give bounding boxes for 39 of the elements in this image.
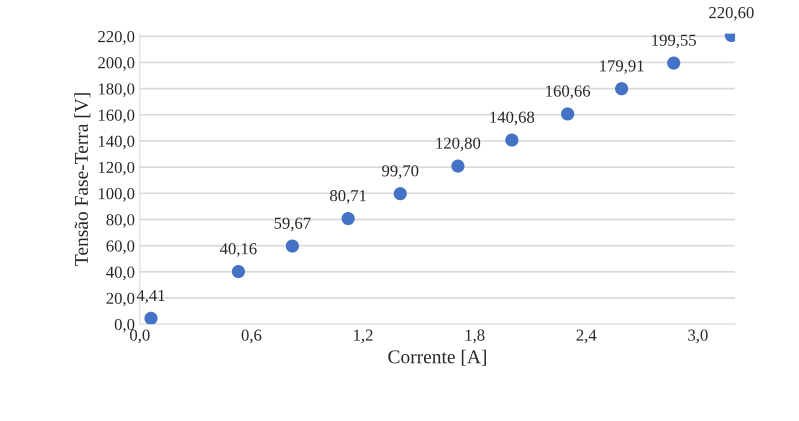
x-tick-label: 1,2 xyxy=(354,330,373,344)
point xyxy=(144,312,158,324)
y-tick-label: 40,0 xyxy=(106,266,134,280)
x-tick-label: 0,6 xyxy=(242,330,262,344)
y-tick-label: 120,0 xyxy=(98,162,134,176)
y-tick-label: 140,0 xyxy=(98,136,134,150)
x-axis-title: Corrente [A] xyxy=(388,350,486,366)
point xyxy=(342,212,355,226)
y-tick-label: 200,0 xyxy=(98,57,134,71)
data-label: 59,67 xyxy=(274,218,311,232)
data-label: 4,41 xyxy=(136,290,165,304)
x-tick-label: 2,4 xyxy=(576,330,596,344)
y-tick-label: 20,0 xyxy=(106,292,134,306)
x-tick-label: 3,0 xyxy=(688,330,708,344)
y-tick-label: 220,0 xyxy=(98,30,134,45)
data-label: 40,16 xyxy=(220,243,257,257)
point xyxy=(451,160,464,173)
y-tick-label: 160,0 xyxy=(98,110,134,124)
point xyxy=(667,56,680,70)
point xyxy=(232,265,245,278)
y-axis-title: Tensão Fase-Terra [V] xyxy=(74,93,90,266)
data-label: 80,71 xyxy=(330,190,366,204)
x-tick-label: 1,8 xyxy=(466,330,484,344)
data-label: 99,70 xyxy=(382,165,418,179)
data-label: 120,80 xyxy=(436,138,480,152)
data-label: 140,68 xyxy=(490,112,534,126)
y-tick-label: 60,0 xyxy=(106,240,134,254)
data-label: 199,55 xyxy=(652,34,696,48)
data-label: 160,66 xyxy=(546,85,590,100)
data-label: 179,91 xyxy=(600,60,644,74)
y-tick-label: 80,0 xyxy=(106,214,134,228)
point xyxy=(505,134,518,147)
point xyxy=(286,240,299,253)
data-label: 220,60 xyxy=(709,6,754,21)
point xyxy=(394,187,407,200)
y-tick-label: 100,0 xyxy=(98,188,134,202)
y-tick-label: 180,0 xyxy=(98,83,134,97)
point xyxy=(615,82,628,96)
point xyxy=(561,107,574,121)
